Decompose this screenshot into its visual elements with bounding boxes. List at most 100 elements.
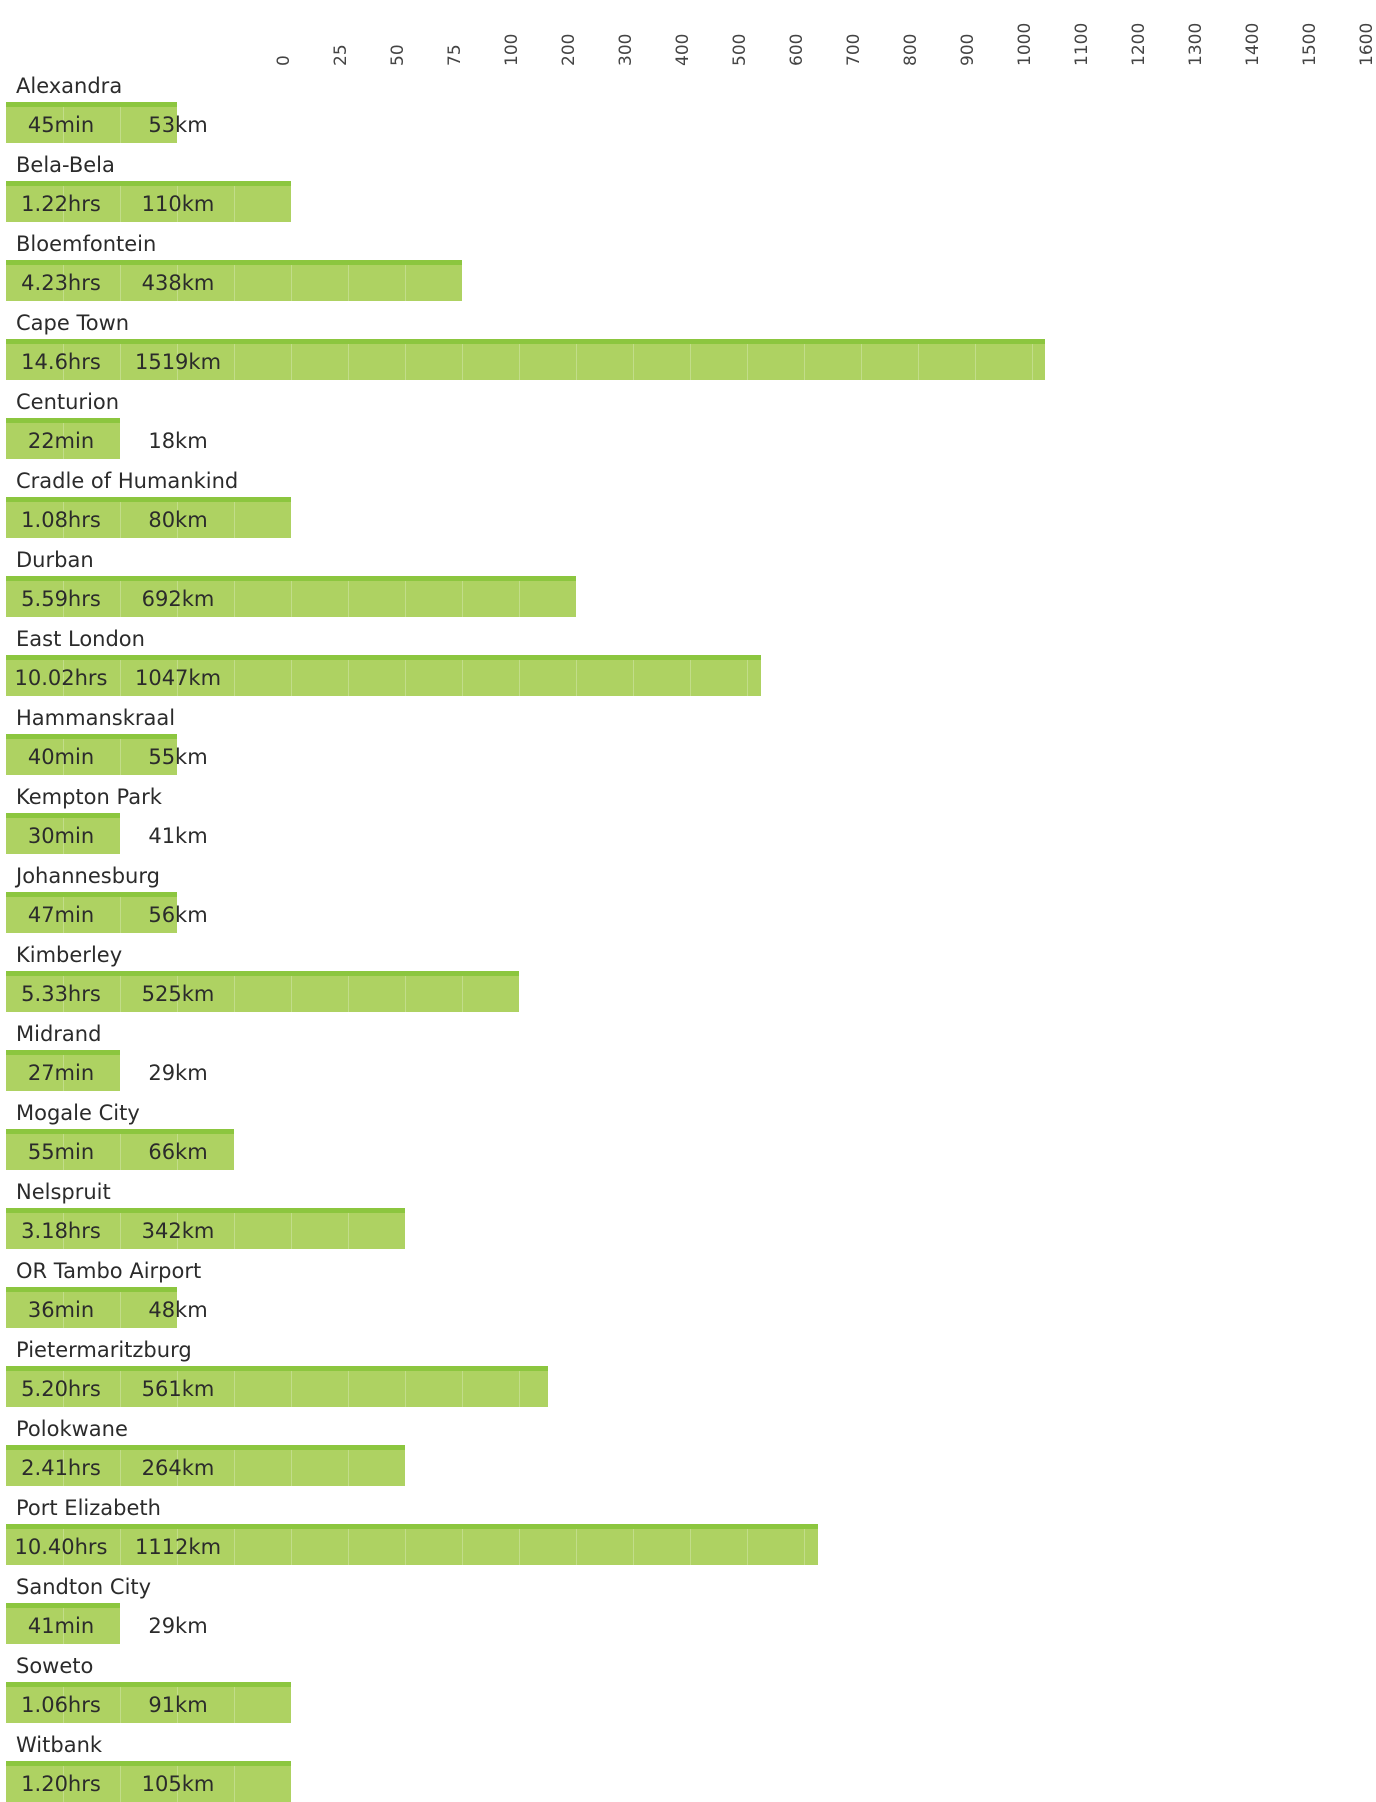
bar-gridline: [405, 976, 406, 1012]
category-label: Kempton Park: [16, 785, 162, 809]
bar-gridline: [63, 1450, 64, 1486]
distance-label: 48km: [148, 1298, 208, 1322]
axis-tick-label: 50: [388, 44, 408, 66]
bar-gridline: [63, 1687, 64, 1723]
category-label: Durban: [16, 548, 94, 572]
time-label: 5.59hrs: [21, 587, 101, 611]
bar: [6, 1682, 291, 1723]
bar-gridline: [234, 502, 235, 538]
bar-gridline: [63, 186, 64, 222]
bar-gridline: [576, 344, 577, 380]
category-label: Mogale City: [16, 1101, 140, 1125]
bar-gridline: [120, 1450, 121, 1486]
axis-tick-label: 100: [502, 33, 522, 66]
bar-gridline: [291, 660, 292, 696]
bar-gridline: [348, 1213, 349, 1249]
category-label: Cradle of Humankind: [16, 469, 239, 493]
bar-gridline: [120, 1213, 121, 1249]
axis-tick-label: 500: [730, 33, 750, 66]
bar-gridline: [63, 897, 64, 933]
bar-gridline: [120, 265, 121, 301]
category-label: Witbank: [16, 1733, 103, 1757]
category-label: Pietermaritzburg: [16, 1338, 192, 1362]
bar: [6, 734, 177, 775]
bar-gridline: [63, 1608, 64, 1644]
axis-tick-label: 800: [901, 33, 921, 66]
bar-gridline: [63, 107, 64, 143]
axis-tick-label: 400: [673, 33, 693, 66]
bar-gridline: [63, 1213, 64, 1249]
bar-gridline: [348, 1371, 349, 1407]
bar-gridline: [348, 1450, 349, 1486]
bar-gridline: [291, 344, 292, 380]
distance-label: 41km: [148, 824, 208, 848]
bar: [6, 181, 291, 222]
distance-label: 110km: [141, 192, 215, 216]
time-label: 10.40hrs: [14, 1535, 108, 1559]
bar-gridline: [519, 1371, 520, 1407]
axis-tick-label: 900: [958, 33, 978, 66]
time-label: 1.08hrs: [21, 508, 101, 532]
time-label: 40min: [27, 745, 95, 769]
bar-gridline: [120, 897, 121, 933]
bar-gridline: [63, 1292, 64, 1328]
bar-gridline: [63, 660, 64, 696]
bar-gridline: [120, 581, 121, 617]
time-label: 41min: [27, 1614, 95, 1638]
bar-gridline: [291, 1213, 292, 1249]
bar-gridline: [177, 186, 178, 222]
distance-label: 55km: [148, 745, 208, 769]
bar-gridline: [234, 1687, 235, 1723]
bar-gridline: [120, 502, 121, 538]
bar-gridline: [462, 581, 463, 617]
bar-gridline: [177, 265, 178, 301]
category-label: Port Elizabeth: [16, 1496, 161, 1520]
bar-gridline: [234, 1766, 235, 1802]
bar-gridline: [348, 344, 349, 380]
category-label: Soweto: [16, 1654, 94, 1678]
bar-gridline: [63, 976, 64, 1012]
bar-gridline: [234, 186, 235, 222]
distance-label: 1519km: [134, 350, 222, 374]
bar-gridline: [120, 344, 121, 380]
bar-gridline: [234, 1450, 235, 1486]
bar-gridline: [63, 1134, 64, 1170]
category-label: Hammanskraal: [16, 706, 176, 730]
time-label: 27min: [27, 1061, 95, 1085]
bar-gridline: [462, 660, 463, 696]
bar-gridline: [405, 581, 406, 617]
bar-gridline: [63, 502, 64, 538]
category-label: Centurion: [16, 390, 120, 414]
bar-gridline: [747, 1529, 748, 1565]
bar-gridline: [177, 1529, 178, 1565]
bar-gridline: [177, 581, 178, 617]
distance-label: 264km: [141, 1456, 215, 1480]
category-label: Kimberley: [16, 943, 123, 967]
distance-label: 29km: [148, 1061, 208, 1085]
bar-gridline: [1032, 344, 1033, 380]
bar-gridline: [291, 1450, 292, 1486]
bar-gridline: [462, 344, 463, 380]
bar: [6, 892, 177, 933]
bar-gridline: [63, 1055, 64, 1091]
bar-gridline: [234, 1213, 235, 1249]
bar-gridline: [462, 976, 463, 1012]
bar: [6, 260, 462, 301]
bar: [6, 1603, 120, 1644]
bar-gridline: [747, 660, 748, 696]
bar-gridline: [861, 344, 862, 380]
bar-gridline: [63, 1766, 64, 1802]
bar-gridline: [975, 344, 976, 380]
time-label: 4.23hrs: [21, 271, 101, 295]
bar-gridline: [291, 1371, 292, 1407]
bar-gridline: [405, 1529, 406, 1565]
axis-tick-label: 1200: [1129, 22, 1149, 66]
bar-gridline: [747, 344, 748, 380]
category-label: Alexandra: [16, 74, 123, 98]
bar-gridline: [177, 1450, 178, 1486]
category-label: Nelspruit: [16, 1180, 111, 1204]
distance-label: 561km: [141, 1377, 215, 1401]
distance-label: 1112km: [134, 1535, 222, 1559]
bar: [6, 576, 576, 617]
bar: [6, 1050, 120, 1091]
